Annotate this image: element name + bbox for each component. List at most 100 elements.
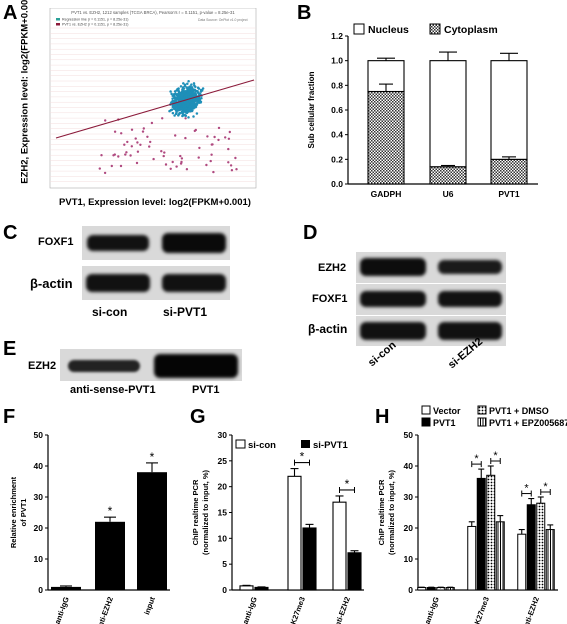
scatter-point	[187, 79, 190, 83]
scatter-point	[182, 103, 185, 107]
y-tick-label: 0.6	[331, 105, 343, 115]
scatter-point	[184, 111, 187, 114]
scatter-point-outlier	[175, 165, 178, 168]
bar-0	[417, 587, 427, 591]
panel-letter-c: C	[3, 222, 18, 244]
scatter-point-outlier	[164, 163, 168, 166]
bar-cytoplasm	[429, 166, 467, 185]
x-tick-label: U6	[443, 189, 454, 199]
bar-2	[536, 502, 546, 591]
scatter-point-outlier	[129, 154, 132, 157]
scatter-point-outlier	[185, 168, 189, 171]
x-tick-label: anti-IgG	[423, 595, 441, 624]
scatter-point-outlier	[205, 163, 208, 167]
scatter-point-outlier	[119, 164, 123, 168]
scatter-point	[171, 94, 174, 97]
legend-swatch-si-pvt1	[301, 440, 310, 448]
bar-nucleus	[490, 60, 528, 160]
scatter-point-outlier	[235, 168, 238, 171]
scatter-point-outlier	[136, 141, 139, 144]
scatter-point-outlier	[130, 128, 134, 131]
blot-c-lane-si-con: si-con	[92, 305, 128, 319]
scatter-point	[183, 84, 187, 88]
bar-1	[347, 552, 362, 591]
blot-c-foxf1	[82, 226, 230, 260]
scatter-point-outlier	[100, 154, 103, 157]
x-tick-label: anti-EZH2	[94, 596, 114, 624]
significance-star: *	[300, 450, 305, 464]
scatter-point	[181, 110, 184, 113]
scatter-source: Data Source: OnPlot v1.0 project	[198, 18, 248, 22]
y-tick-label: 1.0	[331, 56, 343, 66]
scatter-point-outlier	[206, 135, 209, 138]
legend-swatch-regression	[56, 18, 60, 21]
band-actin-si-pvt1	[162, 274, 226, 292]
y-tick-label: 5	[222, 559, 227, 569]
blot-e-row-ezh2: EZH2	[28, 360, 57, 372]
significance-star: *	[474, 453, 479, 465]
scatter-point	[186, 82, 189, 86]
scatter-point-outlier	[228, 130, 231, 134]
blot-d-foxf1	[356, 284, 506, 315]
bar-1	[302, 527, 317, 591]
x-tick-label: anti-IgG	[53, 595, 71, 624]
scatter-point	[200, 96, 203, 100]
legend-label-1: PVT1	[433, 418, 456, 428]
legend-label-3: PVT1 + EPZ005687	[489, 418, 567, 428]
bar	[51, 586, 81, 590]
y-axis-label: of PVT1	[19, 499, 28, 527]
y-axis-label: (normalized to input, %)	[387, 470, 396, 555]
scatter-point	[173, 114, 176, 117]
x-tick-label: anti-IgG	[241, 595, 259, 624]
y-axis-label: Relative enrichment	[9, 476, 18, 548]
bar-3	[445, 587, 455, 591]
chart-b: 0.0 0.2 0.4 0.6 0.8 1.0 1.2 Sub cellular fracti…	[307, 23, 538, 199]
scatter-point-outlier	[146, 135, 149, 138]
panel-letter-a: A	[3, 2, 18, 24]
scatter-point-outlier	[130, 145, 133, 148]
scatter-point-outlier	[152, 157, 155, 161]
bar-3	[495, 521, 505, 591]
band-actin-d-si-con	[360, 322, 426, 340]
scatter-point	[181, 89, 184, 93]
bar-1	[476, 477, 486, 591]
scatter-xlabel: PVT1, Expression level: log2(FPKM+0.001)	[59, 197, 251, 208]
scatter-point-outlier	[197, 156, 200, 159]
band-foxf1-d-si-ezh2	[438, 291, 502, 307]
y-tick-label: 30	[404, 492, 414, 502]
scatter-point	[186, 102, 190, 106]
x-tick-label: PVT1	[498, 189, 520, 199]
scatter-point-outlier	[229, 164, 233, 167]
blot-d-row-actin: β-actin	[308, 322, 348, 336]
scatter-point	[178, 111, 181, 115]
bar-0	[287, 475, 302, 591]
y-axis-label: Sub cellular fraction	[307, 71, 316, 148]
scatter-point	[192, 82, 196, 85]
scatter-point	[182, 87, 186, 90]
scatter-point	[179, 107, 183, 110]
scatter-point	[188, 105, 192, 108]
y-axis-label: ChIP realtime PCR	[191, 479, 200, 545]
y-tick-label: 50	[404, 430, 414, 440]
y-tick-label: 40	[404, 461, 414, 471]
significance-star: *	[108, 504, 113, 518]
scatter-point-outlier	[169, 167, 172, 170]
band-foxf1-si-pvt1	[162, 233, 226, 253]
scatter-point-outlier	[234, 156, 237, 160]
scatter-point-outlier	[117, 155, 120, 158]
scatter-point-outlier	[227, 147, 230, 151]
scatter-point	[183, 114, 186, 117]
scatter-point	[189, 94, 193, 98]
scatter-point	[196, 97, 200, 101]
chart-f: 0 10 20 30 40 50 Relative enrichment of PVT1 ant…	[9, 430, 170, 624]
panel-letter-e: E	[3, 338, 17, 360]
scatter-point	[195, 112, 199, 115]
scatter-point	[195, 101, 199, 105]
scatter-plot: PVT1 vs. EZH2, 1212 samples (TCGA BRCA),…	[49, 7, 257, 189]
scatter-point	[196, 89, 199, 93]
bar-1	[254, 586, 269, 591]
y-tick-label: 50	[34, 430, 44, 440]
scatter-point-outlier	[184, 136, 187, 140]
scatter-point	[194, 92, 198, 96]
legend-swatch-cytoplasm	[429, 23, 441, 35]
